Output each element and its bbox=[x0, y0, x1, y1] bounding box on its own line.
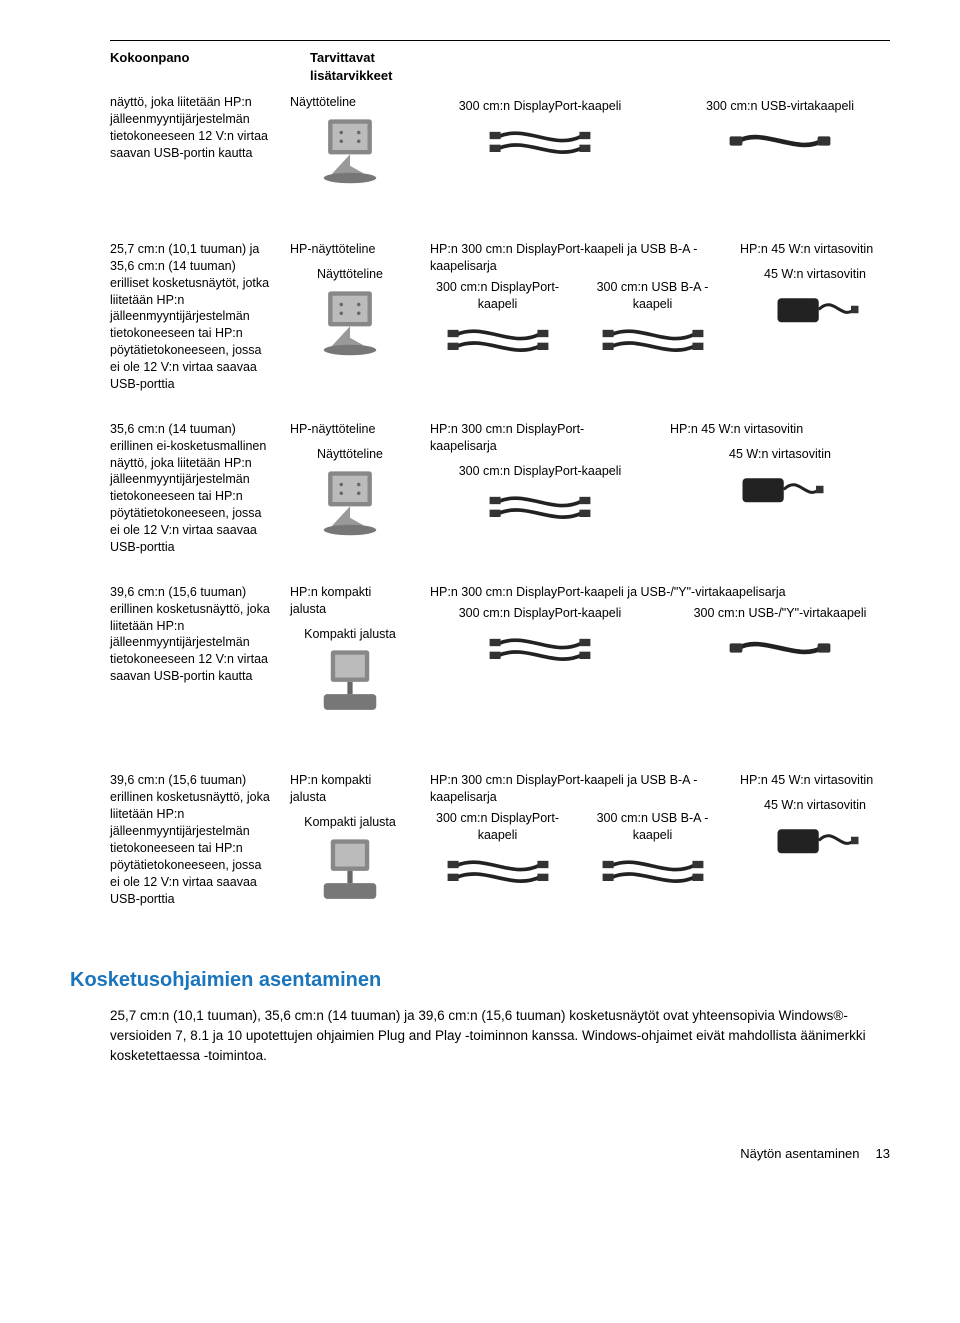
cables-cell: HP:n 300 cm:n DisplayPort-kaapelisarja 3… bbox=[430, 421, 890, 529]
adapter-label: 45 W:n virtasovitin bbox=[670, 446, 890, 463]
config-desc: 39,6 cm:n (15,6 tuuman) erillinen kosket… bbox=[110, 772, 270, 907]
cables-cell: HP:n 300 cm:n DisplayPort-kaapeli ja USB… bbox=[430, 584, 890, 671]
stand-icon bbox=[290, 287, 410, 357]
cable-icon bbox=[430, 848, 565, 893]
stand-label: Näyttöteline bbox=[290, 266, 410, 283]
stand-cell: HP-näyttöteline Näyttöteline bbox=[290, 241, 410, 357]
header-col2: Tarvittavat lisätarvikkeet bbox=[310, 49, 430, 84]
adapter-icon bbox=[740, 287, 890, 332]
adapter-kit-label: HP:n 45 W:n virtasovitin bbox=[740, 241, 890, 258]
cable-label: 300 cm:n USB B-A -kaapeli bbox=[585, 279, 720, 313]
section-body: 25,7 cm:n (10,1 tuuman), 35,6 cm:n (14 t… bbox=[110, 1006, 890, 1065]
cable-label: 300 cm:n DisplayPort-kaapeli bbox=[430, 98, 650, 115]
cable-label: 300 cm:n DisplayPort-kaapeli bbox=[430, 463, 650, 480]
cable-kit-label: HP:n 300 cm:n DisplayPort-kaapeli ja USB… bbox=[430, 241, 720, 275]
table-row: 35,6 cm:n (14 tuuman) erillinen ei-koske… bbox=[110, 421, 890, 556]
cables-cell: HP:n 300 cm:n DisplayPort-kaapeli ja USB… bbox=[430, 772, 720, 893]
adapter-label: 45 W:n virtasovitin bbox=[740, 797, 890, 814]
cable-label: 300 cm:n USB-/"Y"-virtakaapeli bbox=[670, 605, 890, 622]
config-desc: näyttö, joka liitetään HP:n jälleenmyynt… bbox=[110, 94, 270, 162]
cable-label: 300 cm:n USB-virtakaapeli bbox=[670, 98, 890, 115]
cables-cell: 300 cm:n DisplayPort-kaapeli 300 cm:n US… bbox=[430, 94, 890, 164]
cable-label: 300 cm:n USB B-A -kaapeli bbox=[585, 810, 720, 844]
table-row: 25,7 cm:n (10,1 tuuman) ja 35,6 cm:n (14… bbox=[110, 241, 890, 393]
stand-kit-label: HP:n kompakti jalusta bbox=[290, 772, 410, 806]
cable-label: 300 cm:n DisplayPort-kaapeli bbox=[430, 605, 650, 622]
stand-icon bbox=[290, 467, 410, 537]
section-title: Kosketusohjaimien asentaminen bbox=[70, 967, 890, 994]
stand-cell: HP-näyttöteline Näyttöteline bbox=[290, 421, 410, 537]
cable-icon bbox=[670, 626, 890, 671]
footer-label: Näytön asentaminen bbox=[740, 1145, 859, 1163]
cable-kit-label: HP:n 300 cm:n DisplayPort-kaapeli ja USB… bbox=[430, 584, 890, 601]
cable-icon bbox=[430, 626, 650, 671]
stand-label: Kompakti jalusta bbox=[290, 814, 410, 831]
adapter-icon bbox=[670, 467, 890, 512]
cable-icon bbox=[430, 119, 650, 164]
adapter-kit-label: HP:n 45 W:n virtasovitin bbox=[740, 772, 890, 789]
stand-kit-label: HP:n kompakti jalusta bbox=[290, 584, 410, 618]
adapter-icon bbox=[740, 818, 890, 863]
header-col1: Kokoonpano bbox=[110, 49, 270, 84]
cable-icon bbox=[430, 483, 650, 528]
config-desc: 25,7 cm:n (10,1 tuuman) ja 35,6 cm:n (14… bbox=[110, 241, 270, 393]
adapter-kit-label: HP:n 45 W:n virtasovitin bbox=[670, 421, 890, 438]
stand-cell: Näyttöteline bbox=[290, 94, 410, 185]
top-rule bbox=[110, 40, 890, 41]
stand-cell: HP:n kompakti jalusta Kompakti jalusta bbox=[290, 584, 410, 717]
stand-icon bbox=[290, 115, 410, 185]
cable-icon bbox=[430, 316, 565, 361]
adapter-cell: HP:n 45 W:n virtasovitin 45 W:n virtasov… bbox=[740, 241, 890, 332]
stand-cell: HP:n kompakti jalusta Kompakti jalusta bbox=[290, 772, 410, 905]
page-footer: Näytön asentaminen 13 bbox=[110, 1145, 890, 1163]
cable-icon bbox=[670, 119, 890, 164]
stand-label: Näyttöteline bbox=[290, 94, 410, 111]
cable-icon bbox=[585, 848, 720, 893]
compact-stand-icon bbox=[290, 646, 410, 716]
stand-kit-label: HP-näyttöteline bbox=[290, 421, 410, 438]
compact-stand-icon bbox=[290, 835, 410, 905]
config-desc: 39,6 cm:n (15,6 tuuman) erillinen kosket… bbox=[110, 584, 270, 685]
stand-kit-label: HP-näyttöteline bbox=[290, 241, 410, 258]
adapter-label: 45 W:n virtasovitin bbox=[740, 266, 890, 283]
stand-label: Kompakti jalusta bbox=[290, 626, 410, 643]
cables-cell: HP:n 300 cm:n DisplayPort-kaapeli ja USB… bbox=[430, 241, 720, 362]
adapter-cell: HP:n 45 W:n virtasovitin 45 W:n virtasov… bbox=[740, 772, 890, 863]
page-number: 13 bbox=[876, 1145, 890, 1163]
table-header: Kokoonpano Tarvittavat lisätarvikkeet bbox=[110, 49, 890, 84]
table-row: näyttö, joka liitetään HP:n jälleenmyynt… bbox=[110, 94, 890, 185]
cable-label: 300 cm:n DisplayPort-kaapeli bbox=[430, 279, 565, 313]
cable-icon bbox=[585, 316, 720, 361]
table-row: 39,6 cm:n (15,6 tuuman) erillinen kosket… bbox=[110, 584, 890, 717]
cable-label: 300 cm:n DisplayPort-kaapeli bbox=[430, 810, 565, 844]
table-row: 39,6 cm:n (15,6 tuuman) erillinen kosket… bbox=[110, 772, 890, 907]
cable-kit-label: HP:n 300 cm:n DisplayPort-kaapelisarja bbox=[430, 421, 650, 455]
config-desc: 35,6 cm:n (14 tuuman) erillinen ei-koske… bbox=[110, 421, 270, 556]
stand-label: Näyttöteline bbox=[290, 446, 410, 463]
cable-kit-label: HP:n 300 cm:n DisplayPort-kaapeli ja USB… bbox=[430, 772, 720, 806]
